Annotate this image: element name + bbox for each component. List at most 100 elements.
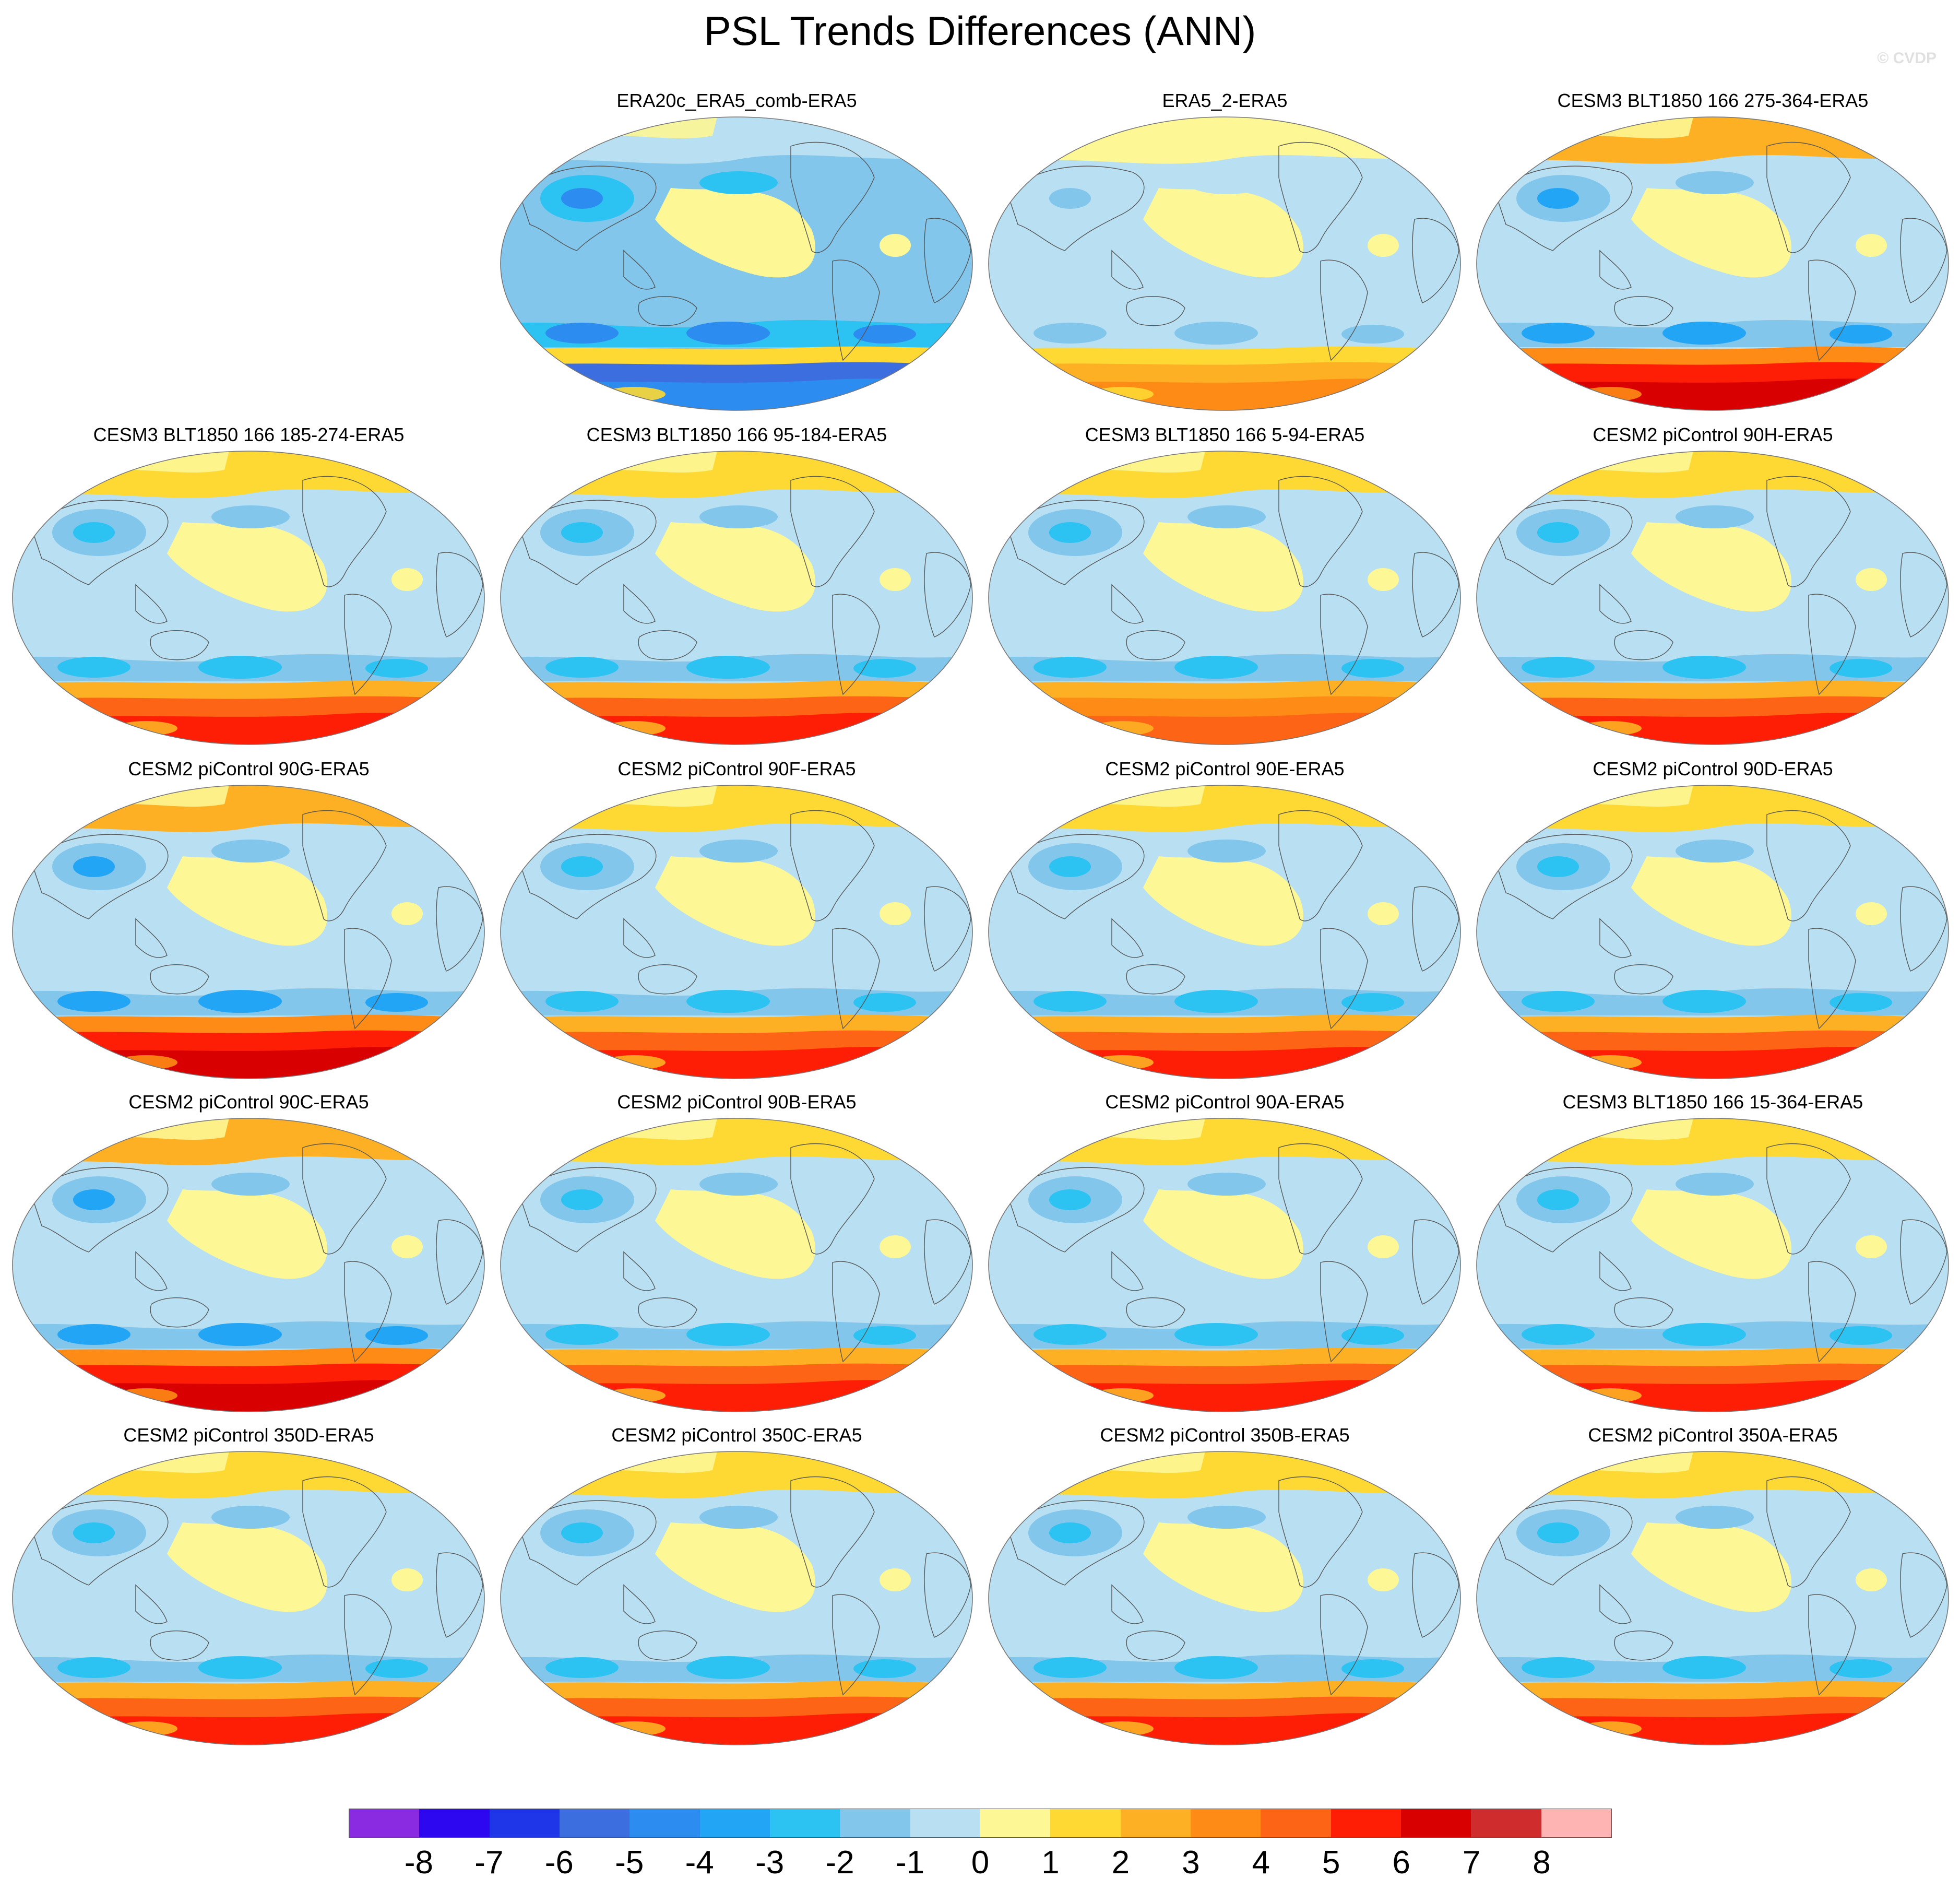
page-title: PSL Trends Differences (ANN) bbox=[704, 8, 1256, 54]
coast-africa bbox=[1900, 886, 1947, 972]
world-map bbox=[988, 1118, 1461, 1412]
coast-south-america bbox=[1808, 928, 1856, 1030]
map-panel: CESM2 piControl 90G-ERA5 bbox=[10, 758, 487, 1082]
coast-north-america bbox=[1766, 1143, 1851, 1255]
colorbar-box bbox=[1331, 1809, 1401, 1837]
world-map bbox=[500, 1451, 973, 1745]
antarctic-band-3 bbox=[530, 379, 972, 410]
coast-north-america bbox=[1278, 476, 1363, 587]
map-border bbox=[988, 1451, 1461, 1745]
coast-north-america bbox=[302, 1143, 387, 1255]
coast-eurasia bbox=[519, 1167, 657, 1253]
coast-africa bbox=[436, 552, 483, 637]
north-band bbox=[989, 117, 1460, 164]
coast-australia bbox=[638, 964, 697, 995]
coast-eurasia bbox=[31, 834, 169, 919]
panel-title: CESM3 BLT1850 166 5-94-ERA5 bbox=[1085, 424, 1365, 445]
coast-australia bbox=[1126, 1630, 1185, 1661]
coast-indonesia bbox=[1599, 1251, 1632, 1291]
colorbar-box bbox=[910, 1809, 980, 1837]
coast-australia bbox=[150, 1630, 209, 1661]
map-panel: CESM2 piControl 90A-ERA5 bbox=[987, 1091, 1463, 1415]
coast-australia bbox=[150, 630, 209, 660]
map-panel: CESM3 BLT1850 166 275-364-ERA5 bbox=[1475, 90, 1951, 414]
coast-australia bbox=[638, 296, 697, 326]
colorbar-label: -4 bbox=[685, 1845, 714, 1881]
coast-africa bbox=[436, 886, 483, 972]
colorbar-box bbox=[699, 1809, 770, 1837]
north-band bbox=[1477, 117, 1949, 164]
colorbar-label: -1 bbox=[895, 1845, 925, 1881]
coast-north-america bbox=[1766, 476, 1851, 587]
coast-south-america bbox=[1808, 594, 1856, 695]
north-band bbox=[1477, 1118, 1949, 1166]
map-panel: CESM2 piControl 90C-ERA5 bbox=[10, 1091, 487, 1415]
coast-africa bbox=[924, 218, 971, 303]
coast-north-america bbox=[1278, 1143, 1363, 1255]
panel-title: CESM3 BLT1850 166 15-364-ERA5 bbox=[1562, 1091, 1863, 1113]
colorbar-box bbox=[349, 1809, 420, 1837]
coast-eurasia bbox=[1495, 1167, 1633, 1253]
map-panel: CESM2 piControl 90B-ERA5 bbox=[498, 1091, 975, 1415]
antarctic-band-3 bbox=[42, 1380, 484, 1412]
pacific-tongue bbox=[655, 522, 816, 612]
world-map bbox=[988, 116, 1461, 411]
north-band bbox=[13, 1451, 484, 1499]
map-border bbox=[500, 1118, 973, 1412]
map-border bbox=[12, 1118, 485, 1412]
coast-north-america bbox=[1766, 141, 1851, 253]
north-band bbox=[501, 1451, 972, 1499]
map-border bbox=[12, 451, 485, 745]
colorbar-label: -7 bbox=[474, 1845, 504, 1881]
coast-eurasia bbox=[519, 834, 657, 919]
antarctic-band-3 bbox=[530, 1047, 972, 1079]
coast-north-america bbox=[790, 141, 875, 253]
coast-indonesia bbox=[1111, 1251, 1144, 1291]
coast-indonesia bbox=[1111, 250, 1144, 290]
panel-title: CESM2 piControl 350A-ERA5 bbox=[1588, 1424, 1838, 1446]
coast-australia bbox=[1126, 1297, 1185, 1328]
coast-south-america bbox=[832, 594, 880, 695]
antarctic-band-3 bbox=[1506, 1713, 1949, 1745]
pacific-tongue bbox=[167, 856, 328, 946]
coast-north-america bbox=[790, 1143, 875, 1255]
panel-title: CESM2 piControl 90C-ERA5 bbox=[128, 1091, 369, 1113]
world-map bbox=[1476, 116, 1949, 411]
coast-indonesia bbox=[1599, 918, 1632, 958]
coast-australia bbox=[1614, 1297, 1673, 1328]
colorbar-label: 4 bbox=[1252, 1845, 1270, 1881]
world-map bbox=[500, 1118, 973, 1412]
coast-australia bbox=[1614, 296, 1673, 326]
map-border bbox=[500, 116, 973, 411]
north-band bbox=[989, 785, 1460, 833]
panel-title: CESM2 piControl 90E-ERA5 bbox=[1105, 758, 1345, 779]
pacific-tongue bbox=[655, 856, 816, 946]
map-panel: ERA20c_ERA5_comb-ERA5 bbox=[498, 90, 975, 414]
coast-south-america bbox=[344, 594, 392, 695]
coast-south-america bbox=[832, 259, 880, 361]
world-map bbox=[1476, 1118, 1949, 1412]
panel-title: CESM2 piControl 90H-ERA5 bbox=[1593, 424, 1833, 445]
coast-indonesia bbox=[135, 584, 168, 624]
coast-north-america bbox=[1766, 1476, 1851, 1588]
coast-south-america bbox=[344, 1261, 392, 1363]
coast-eurasia bbox=[1495, 1500, 1633, 1586]
pacific-tongue bbox=[1143, 188, 1304, 278]
world-map bbox=[12, 1451, 485, 1745]
coast-north-america bbox=[1278, 1476, 1363, 1588]
antarctic-band-3 bbox=[42, 713, 484, 745]
map-border bbox=[500, 1451, 973, 1745]
coast-south-america bbox=[1808, 1261, 1856, 1363]
world-map bbox=[500, 116, 973, 411]
pacific-tongue bbox=[1143, 1189, 1304, 1279]
pacific-tongue bbox=[1631, 856, 1792, 946]
colorbar-box bbox=[629, 1809, 700, 1837]
colorbar-label: 1 bbox=[1041, 1845, 1060, 1881]
map-border bbox=[1476, 1118, 1949, 1412]
pacific-tongue bbox=[655, 1522, 816, 1612]
map-panel: CESM2 piControl 350D-ERA5 bbox=[10, 1424, 487, 1748]
coast-africa bbox=[1412, 1552, 1459, 1638]
map-border bbox=[988, 785, 1461, 1079]
antarctic-band-3 bbox=[42, 1047, 484, 1079]
coast-indonesia bbox=[623, 584, 656, 624]
